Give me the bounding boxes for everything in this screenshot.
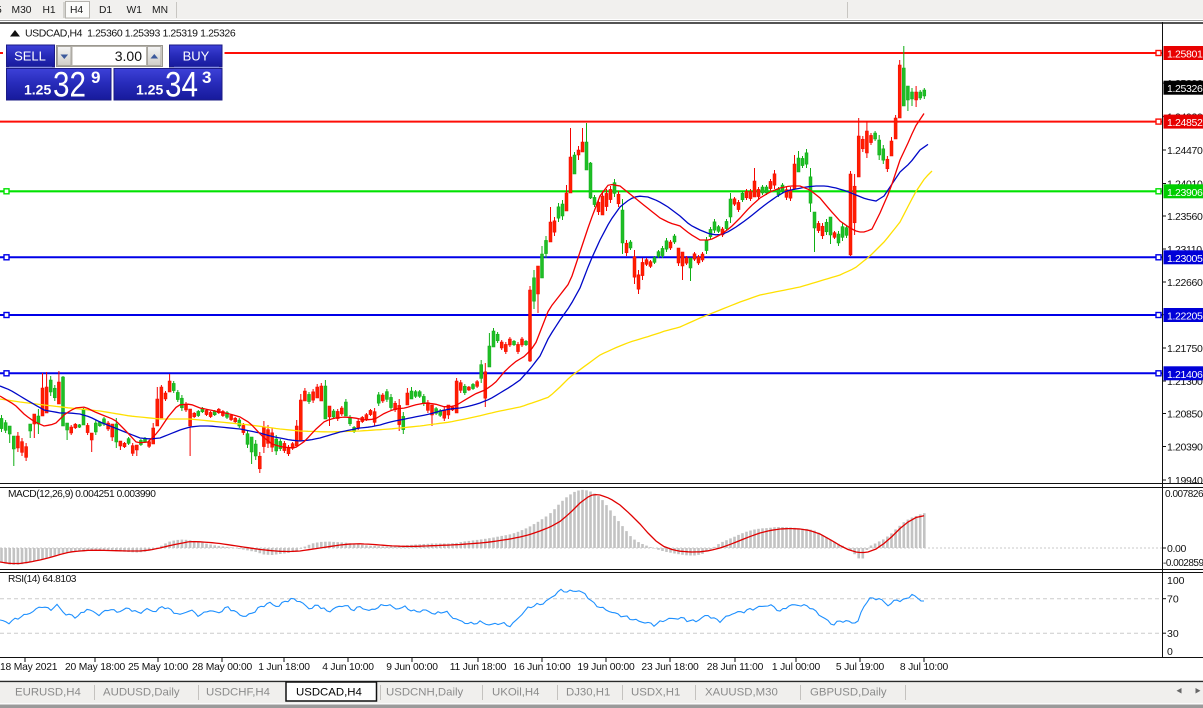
svg-text:3: 3 xyxy=(202,68,211,87)
svg-text:23 Jun 18:00: 23 Jun 18:00 xyxy=(641,662,699,673)
svg-text:1.24470: 1.24470 xyxy=(1167,145,1203,157)
svg-text:USDCAD,H4 1.25360 1.25393 1.2: USDCAD,H4 1.25360 1.25393 1.25319 1.2532… xyxy=(25,28,236,40)
svg-text:USDX,H1: USDX,H1 xyxy=(631,687,680,699)
svg-text:1.23560: 1.23560 xyxy=(1167,211,1203,223)
svg-text:EURUSD,H4: EURUSD,H4 xyxy=(15,687,81,699)
svg-text:XAUUSD,M30: XAUUSD,M30 xyxy=(705,687,778,699)
svg-text:1.21406: 1.21406 xyxy=(1167,369,1203,381)
svg-text:9: 9 xyxy=(91,68,100,87)
svg-text:1.21750: 1.21750 xyxy=(1167,343,1203,355)
svg-text:1.20390: 1.20390 xyxy=(1167,442,1203,454)
svg-text:1.19940: 1.19940 xyxy=(1167,475,1203,487)
svg-text:4 Jun 10:00: 4 Jun 10:00 xyxy=(322,662,374,673)
svg-text:1.24852: 1.24852 xyxy=(1167,117,1203,129)
svg-text:USDCAD,H4: USDCAD,H4 xyxy=(296,687,362,699)
svg-text:25 May 10:00: 25 May 10:00 xyxy=(128,662,188,673)
svg-text:28 Jun 11:00: 28 Jun 11:00 xyxy=(707,662,764,673)
svg-text:34: 34 xyxy=(165,66,198,105)
svg-text:9 Jun 00:00: 9 Jun 00:00 xyxy=(386,662,438,673)
svg-text:19 Jun 00:00: 19 Jun 00:00 xyxy=(577,662,635,673)
svg-text:MACD(12,26,9) 0.004251 0.00399: MACD(12,26,9) 0.004251 0.003990 xyxy=(8,489,156,500)
svg-text:1.25801: 1.25801 xyxy=(1167,49,1203,61)
svg-text:0.00: 0.00 xyxy=(1167,543,1187,555)
svg-text:D1: D1 xyxy=(99,5,112,16)
svg-text:28 May 00:00: 28 May 00:00 xyxy=(192,662,252,673)
svg-text:1.25: 1.25 xyxy=(24,82,51,98)
svg-text:1.25: 1.25 xyxy=(136,82,163,98)
svg-text:USDCHF,H4: USDCHF,H4 xyxy=(206,687,270,699)
svg-text:1.23005: 1.23005 xyxy=(1167,253,1203,265)
svg-text:MN: MN xyxy=(152,5,168,16)
svg-text:70: 70 xyxy=(1167,594,1179,606)
svg-text:11 Jun 18:00: 11 Jun 18:00 xyxy=(450,662,507,673)
svg-text:0.007826: 0.007826 xyxy=(1165,489,1203,500)
svg-text:1 Jun 18:00: 1 Jun 18:00 xyxy=(258,662,310,673)
svg-text:0: 0 xyxy=(1167,646,1173,658)
svg-text:100: 100 xyxy=(1167,575,1185,587)
svg-text:UKOil,H4: UKOil,H4 xyxy=(492,687,539,699)
svg-text:USDCNH,Daily: USDCNH,Daily xyxy=(386,687,464,699)
svg-text:DJ30,H1: DJ30,H1 xyxy=(566,687,610,699)
svg-text:30: 30 xyxy=(1167,628,1179,640)
svg-text:H4: H4 xyxy=(70,5,83,16)
svg-text:18 May 2021: 18 May 2021 xyxy=(0,662,58,673)
svg-text:1 Jul 00:00: 1 Jul 00:00 xyxy=(772,662,821,673)
svg-text:W1: W1 xyxy=(127,5,143,16)
svg-text:16 Jun 10:00: 16 Jun 10:00 xyxy=(513,662,571,673)
svg-text:1.25326: 1.25326 xyxy=(1167,83,1203,95)
svg-text:AUDUSD,Daily: AUDUSD,Daily xyxy=(103,687,180,699)
svg-text:GBPUSD,Daily: GBPUSD,Daily xyxy=(810,687,887,699)
svg-text:5 Jul 19:00: 5 Jul 19:00 xyxy=(836,662,885,673)
svg-text:H1: H1 xyxy=(43,5,56,16)
svg-text:5: 5 xyxy=(0,5,2,16)
svg-text:1.20850: 1.20850 xyxy=(1167,409,1203,421)
svg-text:8 Jul 10:00: 8 Jul 10:00 xyxy=(900,662,949,673)
svg-text:20 May 18:00: 20 May 18:00 xyxy=(65,662,125,673)
svg-text:32: 32 xyxy=(53,66,86,105)
svg-text:RSI(14) 64.8103: RSI(14) 64.8103 xyxy=(8,574,77,585)
svg-text:1.23906: 1.23906 xyxy=(1167,187,1203,199)
svg-text:3.00: 3.00 xyxy=(115,48,142,64)
svg-text:1.22205: 1.22205 xyxy=(1167,311,1203,323)
svg-text:BUY: BUY xyxy=(183,49,210,64)
svg-text:M30: M30 xyxy=(12,5,32,16)
svg-text:SELL: SELL xyxy=(14,49,46,64)
svg-text:1.22660: 1.22660 xyxy=(1167,277,1203,289)
svg-text:-0.002859: -0.002859 xyxy=(1163,558,1203,569)
